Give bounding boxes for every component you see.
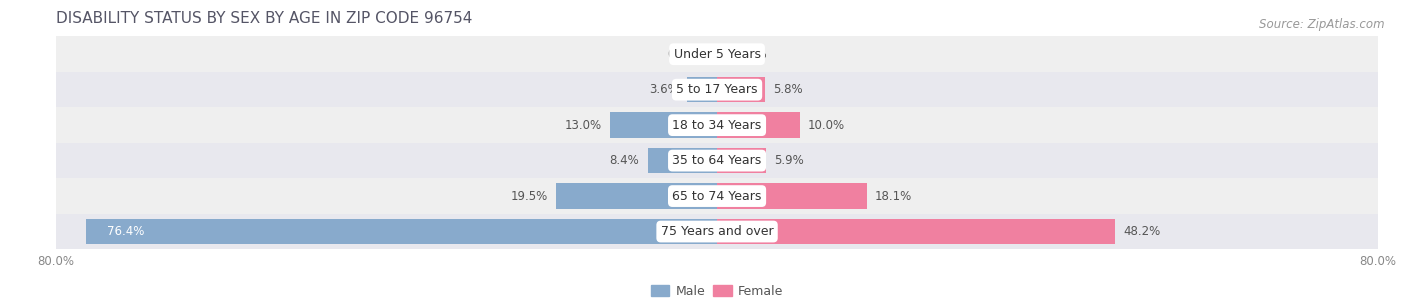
Bar bbox=[555, 183, 717, 209]
Text: 18.1%: 18.1% bbox=[875, 190, 912, 202]
Bar bbox=[56, 107, 1378, 143]
Bar bbox=[56, 143, 1378, 178]
Text: 19.5%: 19.5% bbox=[510, 190, 548, 202]
Text: 10.0%: 10.0% bbox=[808, 119, 845, 132]
Text: 35 to 64 Years: 35 to 64 Years bbox=[672, 154, 762, 167]
Bar bbox=[648, 148, 717, 173]
Text: 0.0%: 0.0% bbox=[738, 48, 768, 61]
Bar bbox=[56, 178, 1378, 214]
Bar bbox=[610, 112, 717, 138]
Text: 3.6%: 3.6% bbox=[650, 83, 679, 96]
Bar bbox=[56, 72, 1378, 107]
Bar bbox=[56, 36, 1378, 72]
Bar bbox=[717, 77, 765, 102]
Bar bbox=[56, 214, 1378, 249]
Text: 13.0%: 13.0% bbox=[564, 119, 602, 132]
Bar bbox=[717, 219, 1115, 244]
Text: 0.0%: 0.0% bbox=[666, 48, 696, 61]
Text: 18 to 34 Years: 18 to 34 Years bbox=[672, 119, 762, 132]
Text: Under 5 Years: Under 5 Years bbox=[673, 48, 761, 61]
Text: 75 Years and over: 75 Years and over bbox=[661, 225, 773, 238]
Bar bbox=[717, 183, 866, 209]
Text: 5.9%: 5.9% bbox=[775, 154, 804, 167]
Text: 48.2%: 48.2% bbox=[1123, 225, 1161, 238]
Bar bbox=[717, 112, 800, 138]
Legend: Male, Female: Male, Female bbox=[645, 280, 789, 302]
Text: 5 to 17 Years: 5 to 17 Years bbox=[676, 83, 758, 96]
Bar bbox=[717, 148, 766, 173]
Bar bbox=[86, 219, 717, 244]
Text: 65 to 74 Years: 65 to 74 Years bbox=[672, 190, 762, 202]
Text: 8.4%: 8.4% bbox=[610, 154, 640, 167]
Text: 5.8%: 5.8% bbox=[773, 83, 803, 96]
Text: Source: ZipAtlas.com: Source: ZipAtlas.com bbox=[1260, 18, 1385, 31]
Text: DISABILITY STATUS BY SEX BY AGE IN ZIP CODE 96754: DISABILITY STATUS BY SEX BY AGE IN ZIP C… bbox=[56, 11, 472, 26]
Bar bbox=[688, 77, 717, 102]
Text: 76.4%: 76.4% bbox=[107, 225, 143, 238]
